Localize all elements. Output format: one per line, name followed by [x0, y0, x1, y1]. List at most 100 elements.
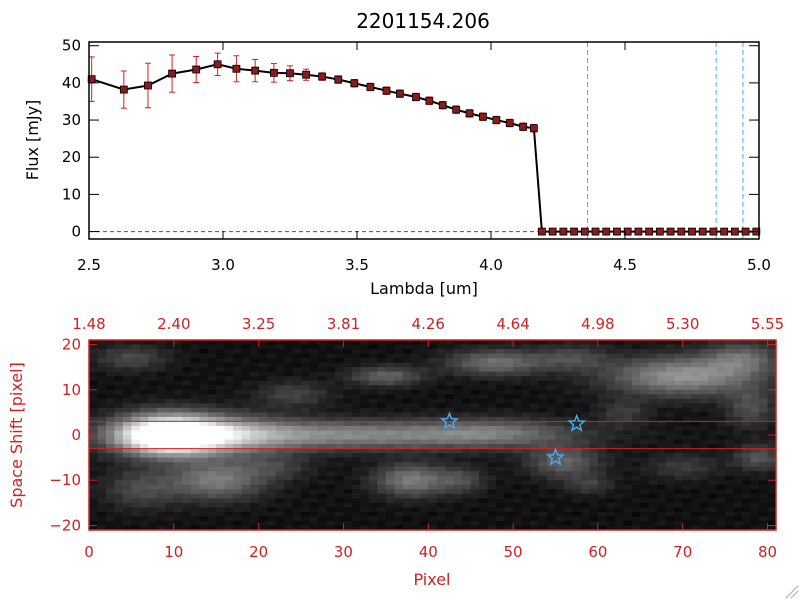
heatmap-cell: [555, 421, 565, 427]
heatmap-cell: [267, 462, 276, 468]
heatmap-cell: [105, 435, 115, 440]
heatmap-cell: [589, 525, 599, 531]
heatmap-cell: [597, 471, 607, 477]
heatmap-cell: [691, 502, 701, 508]
heatmap-cell: [105, 520, 115, 526]
heatmap-cell: [250, 407, 260, 413]
heatmap-cell: [402, 362, 412, 368]
heatmap-cell: [173, 416, 183, 422]
heatmap-cell: [682, 502, 692, 508]
heatmap-cell: [377, 498, 387, 504]
heatmap-cell: [623, 444, 633, 449]
heatmap-cell: [199, 498, 209, 504]
heatmap-cell: [301, 520, 310, 526]
heatmap-cell: [199, 389, 209, 395]
heatmap-cell: [606, 362, 616, 368]
heatmap-cell: [419, 398, 429, 404]
heatmap-cell: [428, 502, 438, 508]
heatmap-cell: [156, 435, 166, 440]
heatmap-cell: [589, 498, 599, 504]
heatmap-cell: [207, 448, 217, 454]
heatmap-cell: [513, 498, 522, 504]
heatmap-cell: [368, 448, 378, 454]
heatmap-cell: [301, 416, 310, 422]
heatmap-cell: [547, 475, 556, 481]
heatmap-cell: [114, 475, 124, 481]
heatmap-cell: [89, 466, 98, 472]
heatmap-cell: [411, 466, 421, 472]
heatmap-cell: [250, 520, 260, 526]
heatmap-cell: [190, 403, 200, 409]
heatmap-cell: [207, 403, 217, 409]
heatmap-cell: [190, 439, 200, 445]
heatmap-cell: [326, 493, 336, 499]
heatmap-cell: [640, 516, 650, 522]
spectrum-point-10: [302, 70, 310, 79]
heatmap-cell: [750, 507, 760, 513]
heatmap-cell: [114, 340, 124, 345]
heatmap-cell: [165, 412, 175, 418]
heatmap-cell: [394, 394, 404, 400]
heatmap-cell: [224, 511, 234, 517]
heatmap-cell: [250, 471, 260, 477]
star-marker-icon: [545, 447, 566, 466]
heatmap-cell: [411, 416, 421, 422]
heatmap-cell: [487, 498, 497, 504]
heatmap-cell: [89, 462, 98, 468]
heatmap-cell: [377, 380, 387, 386]
heatmap-cell: [190, 349, 200, 354]
heatmap-cell: [648, 466, 658, 472]
heatmap-cell: [725, 507, 734, 513]
heatmap-cell: [292, 362, 302, 368]
heatmap-cell: [657, 493, 667, 499]
heatmap-cell: [402, 466, 412, 472]
heatmap-cell: [555, 407, 565, 413]
heatmap-cell: [122, 507, 132, 513]
heatmap-cell: [640, 466, 650, 472]
heatmap-cell: [479, 340, 489, 345]
heatmap-cell: [504, 516, 514, 522]
heatmap-cell: [436, 403, 446, 409]
heatmap-cell: [122, 516, 132, 522]
heatmap-cell: [318, 380, 327, 386]
heatmap-cell: [589, 349, 599, 354]
heatmap-cell: [385, 416, 395, 422]
heatmap-cell: [258, 471, 268, 477]
heatmap-cell: [504, 389, 514, 395]
heatmap-cell: [165, 367, 175, 373]
heatmap-cell: [182, 394, 192, 400]
heatmap-cell: [750, 471, 760, 477]
heatmap-cell: [318, 358, 327, 364]
heatmap-cell: [309, 457, 319, 463]
heatmap-cell: [750, 484, 760, 490]
heatmap-cell: [767, 380, 777, 386]
heatmap-cell: [759, 421, 768, 427]
heatmap-cell: [318, 516, 327, 522]
heatmap-cell: [402, 457, 412, 463]
heatmap-cell: [122, 398, 132, 404]
heatmap-cell: [326, 511, 336, 517]
heatmap-cell: [284, 507, 293, 513]
heatmap-cell: [733, 371, 743, 377]
heatmap-cell: [699, 398, 709, 404]
heatmap-cell: [589, 421, 599, 427]
heatmap-cell: [487, 389, 497, 395]
heatmap-cell: [199, 448, 209, 454]
heatmap-cell: [309, 349, 319, 354]
heatmap-cell: [504, 385, 514, 391]
resize-grip-icon[interactable]: [785, 585, 799, 599]
heatmap-cell: [496, 380, 505, 386]
heatmap-cell: [233, 403, 243, 409]
spectrum-point-28: [548, 227, 557, 236]
heatmap-cell: [402, 380, 412, 386]
heatmap-cell: [716, 516, 726, 522]
heatmap-cell: [606, 385, 616, 391]
heatmap-cell: [190, 444, 200, 449]
heatmap-cell: [165, 448, 175, 454]
spectrum-point-12: [334, 75, 343, 84]
heatmap-cell: [453, 349, 463, 354]
heatmap-cell: [97, 380, 107, 386]
heatmap-cell: [530, 362, 539, 368]
heatmap-cell: [640, 412, 650, 418]
